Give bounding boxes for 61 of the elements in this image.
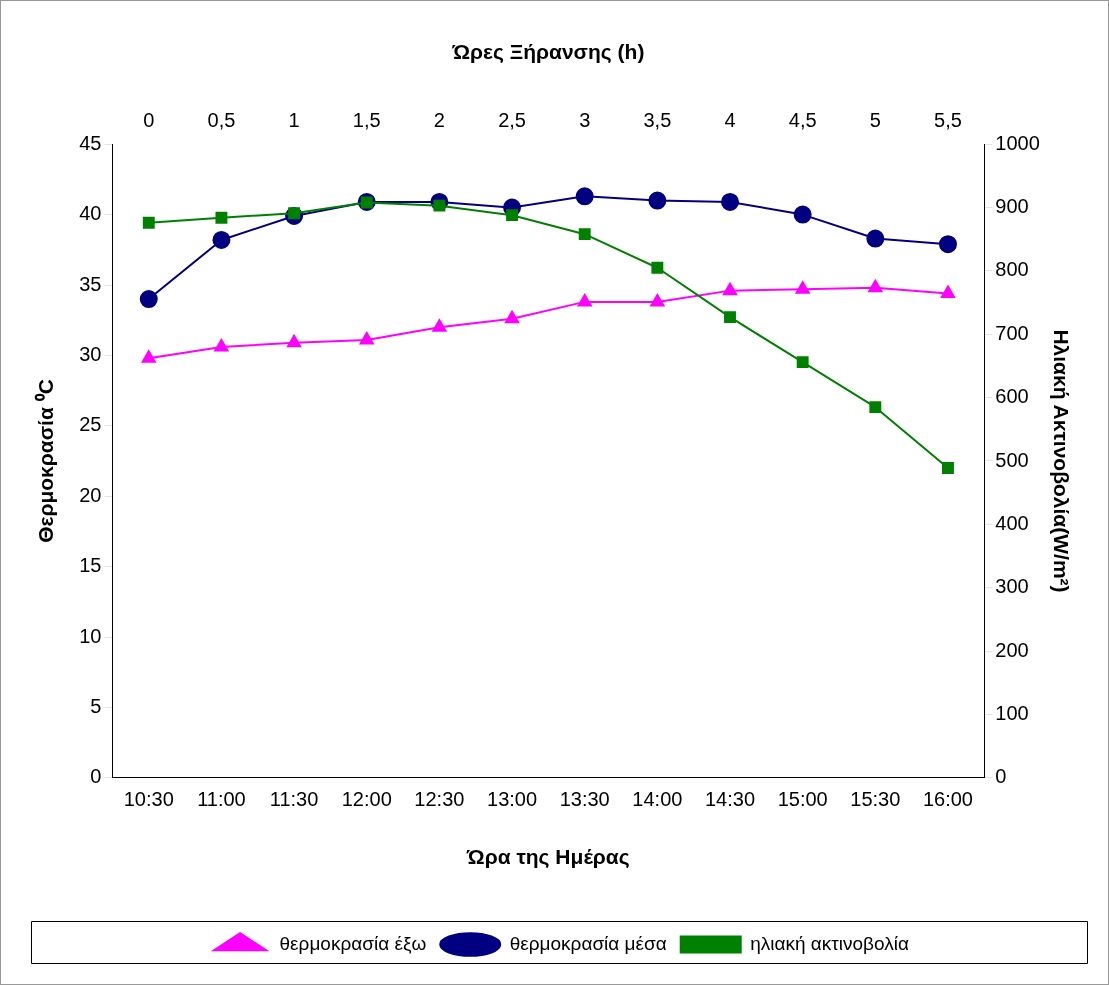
x-tick-label: 12:00 [341,788,392,811]
y-tick-label: 45 [79,131,102,154]
y2-tick-label: 0 [995,765,1007,788]
point [942,462,954,474]
point [215,211,228,224]
x-tick-label: 16:00 [922,788,974,811]
legend-label: θερμοκρασία έξω [279,932,427,954]
x-tick-label: 14:00 [632,788,683,811]
y2-tick-label: 800 [995,258,1029,281]
x2-tick-label: 2,5 [498,108,526,131]
x-tick-label: 11:30 [269,788,319,811]
point [506,209,518,222]
point [796,356,809,369]
legend-label: ηλιακή ακτινοβολία [750,932,909,954]
y2-tick-label: 900 [995,195,1029,218]
y-tick-label: 15 [79,554,102,577]
x2-tick-label: 5,5 [934,108,962,131]
y2-tick-label: 1000 [995,131,1040,154]
point [869,401,882,414]
x2-tick-label: 1 [288,108,300,131]
x2-tick-label: 5 [869,108,881,131]
y-tick-label: 0 [90,765,102,788]
x-axis-title: Ώρα της Ημέρας [466,845,630,870]
x2-tick-label: 3 [579,108,591,131]
y2-tick-label: 600 [995,385,1029,408]
x2-tick-label: 2 [433,108,445,131]
y2-tick-label: 300 [995,575,1029,598]
y2-tick-label: 200 [995,638,1029,661]
y2-tick-label: 400 [995,511,1029,534]
y2-tick-label: 100 [995,701,1029,724]
x-tick-label: 12:30 [414,788,465,811]
y-tick-label: 25 [79,413,102,436]
x-tick-label: 14:30 [704,788,756,811]
y2-tick-label: 700 [995,321,1029,344]
x2-tick-label: 3,5 [643,108,672,131]
y-axis-title: Θερμοκρασία ⁰C [34,379,58,543]
y-tick-label: 30 [79,342,102,365]
x-tick-label: 13:00 [487,788,538,811]
x2-tick-label: 1,5 [352,108,381,131]
point [578,228,591,241]
x-tick-label: 15:00 [777,788,828,811]
y2-tick-label: 500 [995,448,1029,471]
x-tick-label: 13:30 [559,788,610,811]
x-tick-label: 15:30 [850,788,901,811]
y-tick-label: 5 [90,694,102,717]
x2-axis-title: Ώρες Ξήρανσης (h) [451,40,645,65]
point [651,261,664,274]
y2-axis-title: Ηλιακή Ακτινοβολία(W/m²) [1049,329,1073,593]
x-tick-label: 10:30 [123,788,174,811]
y-tick-label: 10 [79,624,102,647]
x2-tick-label: 4 [724,108,736,131]
y-tick-label: 35 [79,272,102,295]
y-tick-label: 40 [79,202,102,225]
point [142,216,155,229]
x2-tick-label: 0 [143,108,155,131]
y-tick-label: 20 [79,483,102,506]
x2-tick-label: 4,5 [788,108,817,131]
x2-tick-label: 0,5 [207,108,236,131]
legend-label: θερμοκρασία μέσα [509,932,667,954]
x-tick-label: 11:00 [197,788,246,811]
point [724,311,736,324]
